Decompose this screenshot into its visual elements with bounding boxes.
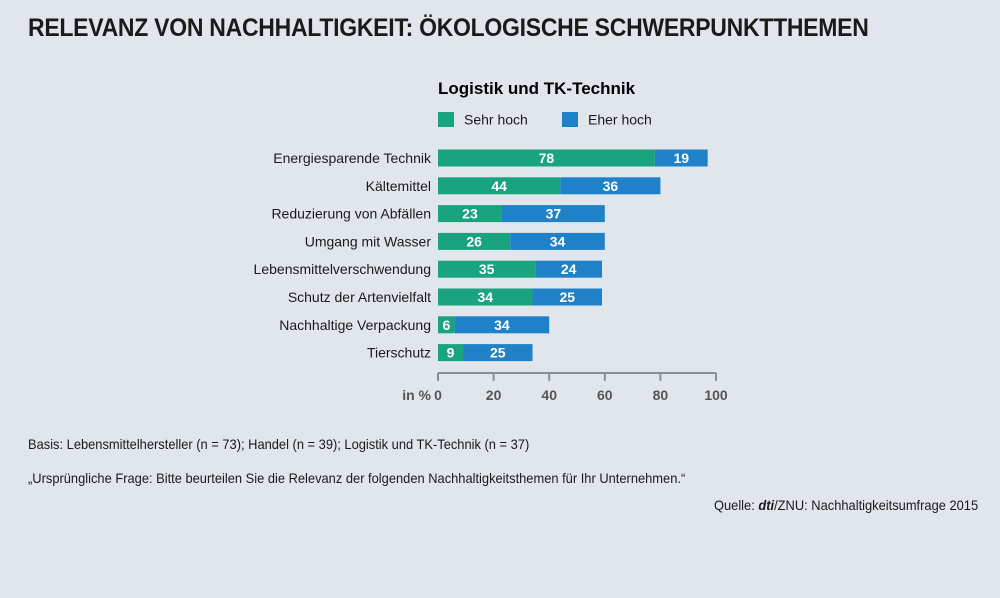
x-tick-label: 20 <box>486 387 502 403</box>
category-label: Reduzierung von Abfällen <box>271 206 431 222</box>
data-label: 25 <box>559 289 575 305</box>
data-label: 9 <box>447 345 455 361</box>
category-label: Energiesparende Technik <box>273 150 432 166</box>
data-label: 23 <box>462 206 478 222</box>
category-label: Kältemittel <box>366 178 431 194</box>
data-label: 34 <box>477 289 493 305</box>
data-label: 37 <box>546 206 562 222</box>
data-label: 25 <box>490 345 506 361</box>
bar-sehr-hoch <box>438 149 655 167</box>
basis-note: Basis: Lebensmittelhersteller (n = 73); … <box>28 436 530 452</box>
question-note: „Ursprüngliche Frage: Bitte beurteilen S… <box>28 470 686 486</box>
bar-eher-hoch <box>654 149 708 167</box>
category-label: Umgang mit Wasser <box>305 233 432 249</box>
category-label: Schutz der Artenvielfalt <box>288 289 431 305</box>
data-label: 44 <box>491 178 507 194</box>
category-label: Nachhaltige Verpackung <box>279 317 431 333</box>
bar-sehr-hoch <box>438 205 502 223</box>
x-tick-label: 100 <box>704 387 728 403</box>
data-label: 19 <box>673 150 689 166</box>
bar-sehr-hoch <box>438 232 511 250</box>
source-note: Quelle: dti/ZNU: Nachhaltigkeitsumfrage … <box>713 497 978 513</box>
data-label: 24 <box>561 261 577 277</box>
data-label: 6 <box>442 317 450 333</box>
bar-sehr-hoch <box>438 344 464 362</box>
bar-sehr-hoch <box>438 288 533 306</box>
bar-sehr-hoch <box>438 316 455 334</box>
x-tick-label: 40 <box>541 387 557 403</box>
bar-eher-hoch <box>454 316 550 334</box>
page-title: RELEVANZ VON NACHHALTIGKEIT: ÖKOLOGISCHE… <box>28 14 869 42</box>
legend-swatch-1 <box>562 112 578 127</box>
bar-eher-hoch <box>535 260 603 278</box>
data-label: 26 <box>466 233 482 249</box>
data-label: 34 <box>550 233 566 249</box>
legend-label-0: Sehr hoch <box>464 112 528 128</box>
bar-eher-hoch <box>510 232 605 250</box>
x-tick-label: 80 <box>653 387 669 403</box>
bar-eher-hoch <box>532 288 603 306</box>
bar-sehr-hoch <box>438 260 536 278</box>
data-label: 34 <box>494 317 510 333</box>
bar-eher-hoch <box>501 205 605 223</box>
x-tick-label: 0 <box>434 387 442 403</box>
data-label: 36 <box>603 178 619 194</box>
category-label: Tierschutz <box>367 345 431 361</box>
bar-eher-hoch <box>560 177 661 195</box>
legend-swatch-0 <box>438 112 454 127</box>
bar-sehr-hoch <box>438 177 561 195</box>
category-label: Lebensmittelverschwendung <box>254 261 431 277</box>
legend-label-1: Eher hoch <box>588 112 652 128</box>
x-tick-label: 60 <box>597 387 613 403</box>
data-label: 35 <box>479 261 495 277</box>
data-label: 78 <box>539 150 555 166</box>
x-axis-label: in % <box>402 387 431 403</box>
bar-eher-hoch <box>463 344 533 362</box>
chart-subtitle: Logistik und TK-Technik <box>438 79 636 98</box>
